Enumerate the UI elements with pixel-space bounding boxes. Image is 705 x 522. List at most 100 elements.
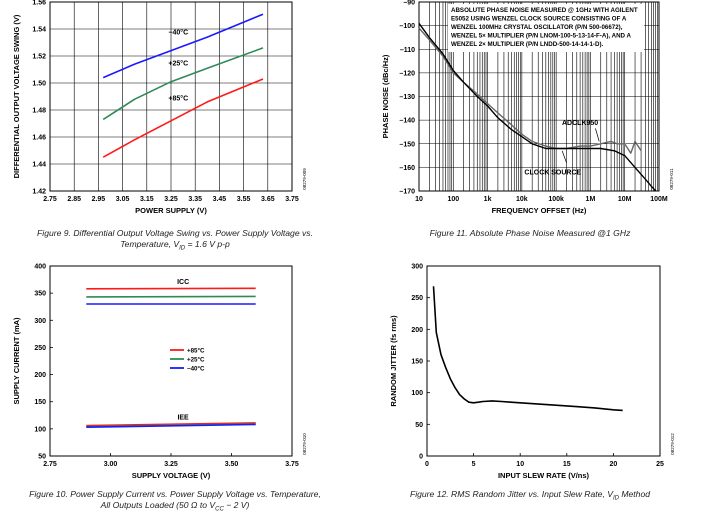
chart-diff-voltage-swing: 2.75 2.85 2.95 3.05 3.15 3.25 3.35 3.45 3.55 3.65… [12,0,307,215]
series-line--25-c [86,295,256,298]
y-tick-label: –100 [399,23,415,30]
legend-label: +85°C [187,347,205,354]
y-tick-label: 400 [34,264,46,271]
series-line--40-c [102,13,264,79]
caption-fig12-sub: ID [612,495,619,502]
caption-fig12: Figure 12. RMS Random Jitter vs. Input S… [360,489,700,505]
x-tick-label: 15 [563,461,571,468]
annotation-arrow [595,128,600,142]
x-tick-label: 2.85 [67,196,81,203]
plot-frame [418,1,660,192]
series-annotation: CLOCK SOURCE [524,169,581,176]
annotation-line: WENZEL 5× MULTIPLIER (P/N LNOM-100-5-13-… [451,33,631,40]
y-axis-label: RANDOM JITTER (fs rms) [389,315,398,407]
x-tick-label: 10 [415,196,423,203]
y-tick-label: 1.42 [32,189,46,196]
y-tick-label: 250 [411,295,423,302]
x-tick-label: 3.75 [285,461,299,468]
x-tick-label: 3.00 [104,461,118,468]
y-tick-label: 1.48 [32,108,46,115]
series-annotation: ICC [177,279,189,286]
x-tick-label: 1k [484,196,492,203]
y-tick-label: 1.56 [32,0,46,7]
y-tick-label: 150 [34,399,46,406]
series-annotation: ADCLK950 [562,120,598,127]
y-tick-label: 350 [34,291,46,298]
series-line--25-c [102,47,264,121]
annotation-line: WENZEL 100MHz CRYSTAL OSCILLATOR (P/N 50… [451,24,623,31]
x-tick-label: 1M [586,196,596,203]
y-tick-label: 50 [38,454,46,461]
x-tick-label: 0 [425,461,429,468]
y-tick-label: 50 [415,422,423,429]
x-tick-label: 3.25 [164,196,178,203]
chart-phase-noise: 10 100 1k 10k 100k 1M 10M 100M –90 –100 –110 –120 –1… [381,0,674,215]
x-tick-label: 3.75 [285,196,299,203]
series-annotation: +25°C [168,59,188,67]
y-tick-label: 1.44 [32,162,46,169]
y-tick-label: 1.52 [32,54,46,61]
series-annotation: +85°C [168,95,188,103]
y-tick-label: 200 [34,372,46,379]
caption-fig10-line1: Figure 10. Power Supply Current vs. Powe… [29,489,321,499]
series-line-data [432,286,623,412]
annotation-arrow [561,150,567,163]
x-tick-label: 2.75 [43,461,57,468]
series-line--85-c [102,78,264,158]
y-tick-label: –170 [399,189,415,196]
figure-code: 08279-010 [302,433,307,455]
x-tick-label: 3.45 [213,196,227,203]
x-tick-label: 100M [650,196,668,203]
y-tick-label: 1.46 [32,135,46,142]
series-annotation: −40°C [168,28,188,36]
y-tick-label: 1.54 [32,27,46,34]
x-tick-label: 3.05 [116,196,130,203]
plot-frame [426,265,661,457]
figure-code: 08279-011 [669,168,674,190]
caption-fig9-line2a: Temperature, V [120,239,180,249]
x-tick-label: 5 [472,461,476,468]
x-tick-label: 3.65 [261,196,275,203]
plot-frame [49,265,293,457]
x-tick-label: 3.50 [225,461,239,468]
x-axis-label: SUPPLY VOLTAGE (V) [132,471,211,480]
y-tick-label: 250 [34,345,46,352]
x-tick-label: 100 [447,196,459,203]
caption-fig10-line2b: − 2 V) [223,500,250,510]
caption-fig10-sub: CC [215,506,224,513]
legend-label: −40°C [187,365,205,372]
y-tick-label: 0 [419,454,423,461]
chart-supply-current: 2.75 3.00 3.25 3.50 3.75 50 100 150 200 250 300 350… [12,264,307,481]
x-tick-label: 3.35 [188,196,202,203]
x-tick-label: 20 [610,461,618,468]
y-tick-label: –130 [399,94,415,101]
legend-label: +25°C [187,356,205,363]
y-axis-label: PHASE NOISE (dBc/Hz) [381,54,390,138]
annotation-line: E5052 USING WENZEL CLOCK SOURCE CONSISTI… [451,16,627,23]
caption-fig10-line2a: All Outputs Loaded (50 Ω to V [100,500,216,510]
x-tick-label: 2.75 [43,196,57,203]
x-tick-label: 10M [618,196,632,203]
series-line-clock-source [418,22,657,192]
y-tick-label: –110 [400,47,415,54]
y-tick-label: 150 [411,359,423,366]
y-tick-label: 1.50 [32,81,46,88]
y-tick-label: –120 [399,70,415,77]
y-tick-label: –90 [403,0,415,7]
annotation-line: WENZEL 2× MULTIPLIER (P/N LNDD-500-14-14… [451,41,604,48]
y-axis-label: DIFFERENTIAL OUTPUT VOLTAGE SWING (V) [12,14,21,178]
x-axis-label: FREQUENCY OFFSET (Hz) [492,206,587,215]
caption-fig9-line2b: = 1.6 V p-p [185,239,230,249]
x-axis-label: POWER SUPPLY (V) [135,206,207,215]
figure-code: 08279-009 [302,168,307,190]
caption-fig10: Figure 10. Power Supply Current vs. Powe… [2,489,348,516]
x-tick-label: 100k [548,196,564,203]
y-axis-label: SUPPLY CURRENT (mA) [12,317,21,405]
y-tick-label: 100 [34,426,46,433]
y-tick-label: 300 [411,264,423,271]
x-tick-label: 10k [516,196,528,203]
x-tick-label: 3.15 [140,196,154,203]
caption-fig12-b: Method [618,489,651,499]
